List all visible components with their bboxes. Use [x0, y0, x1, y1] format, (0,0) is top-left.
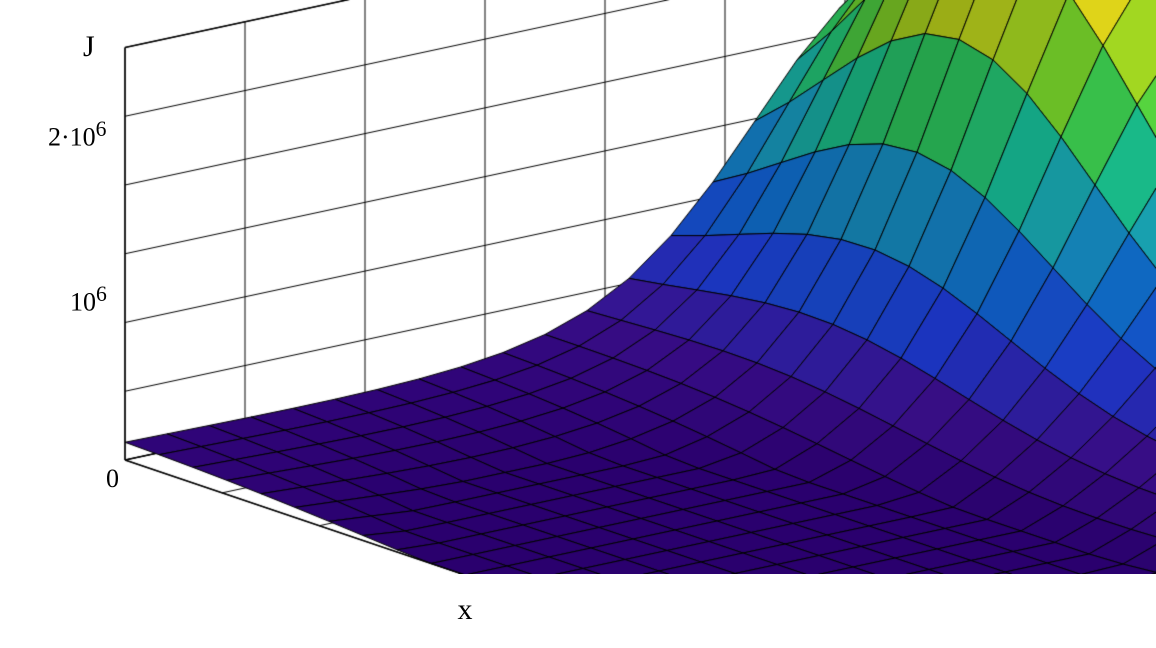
surface-canvas: [0, 0, 1156, 574]
surface-plot: J1062·106x0t0: [0, 0, 1156, 574]
x-axis-label: x: [458, 593, 473, 627]
z-tick-label: 106: [70, 282, 107, 318]
z-axis-label: J: [83, 30, 95, 64]
x-origin-tick: 0: [106, 464, 119, 494]
z-tick-label: 2·106: [48, 117, 107, 153]
